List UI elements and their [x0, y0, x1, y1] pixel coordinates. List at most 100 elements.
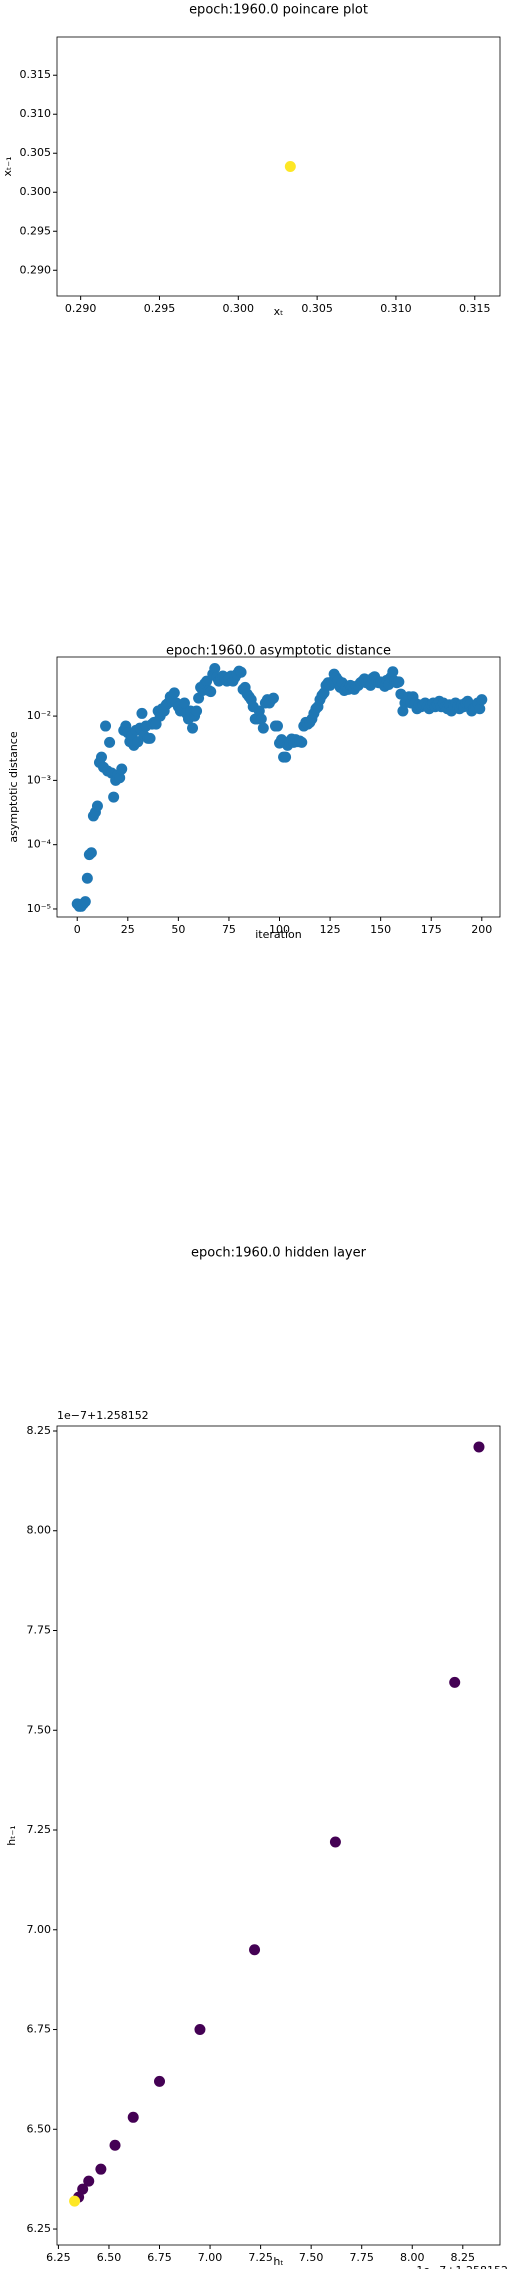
point [187, 722, 199, 734]
point [476, 694, 488, 706]
x-axis-label: iteration [255, 928, 301, 941]
point [85, 847, 97, 859]
y-tick-label: 0.315 [20, 68, 52, 81]
y-tick-label: 10⁻⁴ [27, 838, 52, 851]
x-tick-label: 6.25 [46, 2251, 71, 2264]
point [144, 732, 156, 744]
x-tick-label: 6.75 [147, 2251, 172, 2264]
y-tick-label: 6.75 [27, 2023, 52, 2036]
y-axis-label: xₜ₋₁ [1, 157, 14, 177]
point [255, 713, 267, 725]
x-tick-label: 0.305 [301, 302, 333, 315]
point [127, 2111, 139, 2123]
x-offset-label: 1e−7+1.258152 [416, 2264, 508, 2269]
point [205, 686, 217, 698]
y-tick-label: 7.00 [27, 1923, 52, 1936]
y-tick-label: 7.75 [27, 1624, 52, 1637]
point [69, 2195, 81, 2207]
point [109, 2139, 121, 2151]
point [81, 872, 93, 884]
x-tick-label: 0.315 [459, 302, 491, 315]
plot-frame [56, 656, 501, 918]
x-tick-label: 75 [222, 923, 236, 936]
point [95, 2163, 107, 2175]
y-tick-label: 7.50 [27, 1723, 52, 1736]
point [249, 1944, 261, 1956]
y-tick-label: 0.290 [20, 263, 52, 276]
x-tick-label: 175 [421, 923, 442, 936]
x-tick-label: 7.75 [349, 2251, 374, 2264]
x-tick-label: 8.25 [451, 2251, 476, 2264]
x-tick-label: 50 [171, 923, 185, 936]
y-tick-label: 7.25 [27, 1823, 52, 1836]
point [178, 697, 190, 709]
point [100, 720, 112, 732]
point [77, 2183, 89, 2195]
x-tick-label: 0.300 [223, 302, 255, 315]
point [194, 2024, 206, 2036]
y-tick-label: 0.310 [20, 107, 52, 120]
point [114, 772, 126, 784]
y-tick-label: 6.25 [27, 2222, 52, 2235]
point [116, 763, 128, 775]
point [79, 896, 91, 908]
point [154, 2075, 166, 2087]
point [473, 1441, 485, 1453]
x-axis-label: xₜ [274, 305, 284, 318]
x-tick-label: 25 [121, 923, 135, 936]
x-tick-label: 7.25 [248, 2251, 273, 2264]
point [296, 736, 308, 748]
point [168, 687, 180, 699]
point [83, 2175, 95, 2187]
y-offset-label: 1e−7+1.258152 [57, 1409, 149, 1422]
x-tick-label: 150 [370, 923, 391, 936]
plot-frame [56, 1425, 501, 2246]
y-tick-label: 10⁻² [27, 709, 51, 722]
chart-title: epoch:1960.0 hidden layer [191, 1246, 367, 1261]
y-tick-label: 0.295 [20, 224, 52, 237]
x-tick-label: 125 [320, 923, 341, 936]
y-tick-label: 0.305 [20, 146, 52, 159]
point [284, 161, 296, 172]
x-tick-label: 100 [269, 923, 290, 936]
point [235, 666, 247, 678]
plot-frame [56, 36, 501, 297]
x-tick-label: 200 [471, 923, 492, 936]
point [329, 1836, 341, 1848]
point [280, 751, 292, 763]
y-tick-label: 10⁻⁵ [27, 902, 51, 915]
y-tick-label: 10⁻³ [27, 773, 51, 786]
x-tick-label: 7.50 [299, 2251, 324, 2264]
point [104, 736, 116, 748]
point [91, 800, 103, 812]
point [96, 751, 108, 763]
x-tick-label: 7.00 [198, 2251, 223, 2264]
x-tick-label: 8.00 [400, 2251, 425, 2264]
point [108, 791, 120, 803]
x-axis-label: hₜ [273, 2255, 283, 2268]
point [393, 676, 405, 688]
point [449, 1676, 461, 1688]
point [191, 705, 203, 717]
point [136, 707, 148, 719]
chart-title: epoch:1960.0 poincare plot [189, 3, 368, 18]
y-tick-label: 0.300 [20, 185, 52, 198]
x-tick-label: 0 [74, 923, 81, 936]
y-tick-label: 8.25 [27, 1424, 52, 1437]
point [474, 703, 486, 715]
x-tick-label: 6.50 [97, 2251, 122, 2264]
point [271, 720, 283, 732]
y-tick-label: 8.00 [27, 1524, 52, 1537]
x-tick-label: 0.310 [380, 302, 412, 315]
y-axis-label: hₜ₋₁ [5, 1825, 18, 1845]
x-tick-label: 0.295 [144, 302, 176, 315]
point [257, 722, 269, 734]
x-tick-label: 0.290 [65, 302, 97, 315]
point [267, 692, 279, 704]
y-axis-label: asymptotic distance [7, 731, 20, 842]
chart-title: epoch:1960.0 asymptotic distance [166, 644, 391, 659]
y-tick-label: 6.50 [27, 2122, 52, 2135]
point [387, 666, 399, 678]
point [209, 662, 221, 674]
